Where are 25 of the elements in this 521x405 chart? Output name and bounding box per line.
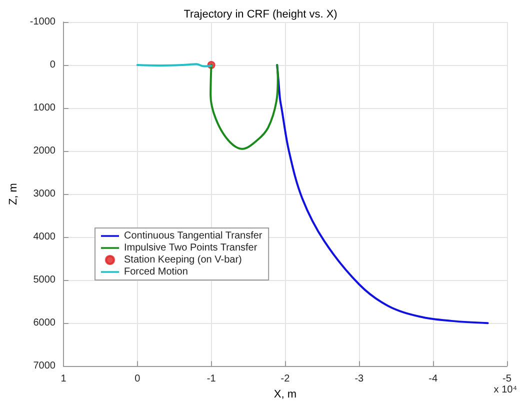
chart-title: Trajectory in CRF (height vs. X) <box>184 8 338 20</box>
y-tick-label: 7000 <box>33 360 56 372</box>
legend-label: Station Keeping (on V-bar) <box>124 254 242 266</box>
x-tick-label: -4 <box>428 374 438 385</box>
legend-label: Continuous Tangential Transfer <box>124 230 263 242</box>
x-tick-label: 0 <box>134 374 141 385</box>
y-axis-title: Z, m <box>8 183 20 206</box>
text: x 10⁴ <box>494 384 518 396</box>
x-tick-label: 1 <box>60 374 67 385</box>
y-tick-label: 6000 <box>33 318 56 329</box>
y-tick-label: 0 <box>50 60 56 71</box>
x-tick-label: -5 <box>502 374 512 385</box>
legend-label: Forced Motion <box>124 266 188 278</box>
x-tick-label: -1 <box>206 374 216 385</box>
line-series <box>276 64 489 324</box>
y-tick-label: 4000 <box>33 232 56 243</box>
legend-label: Impulsive Two Points Transfer <box>124 242 258 254</box>
y-tick-label: 3000 <box>33 188 56 200</box>
y-tick-label: 1000 <box>33 102 56 114</box>
y-tick-label: 5000 <box>33 274 56 286</box>
y-tick-label: 2000 <box>33 146 56 157</box>
x-axis-title: X, m <box>274 388 297 400</box>
x-tick-label: -2 <box>280 374 290 385</box>
x-tick-label: -3 <box>354 374 364 385</box>
y-tick-label: -1000 <box>30 16 56 28</box>
